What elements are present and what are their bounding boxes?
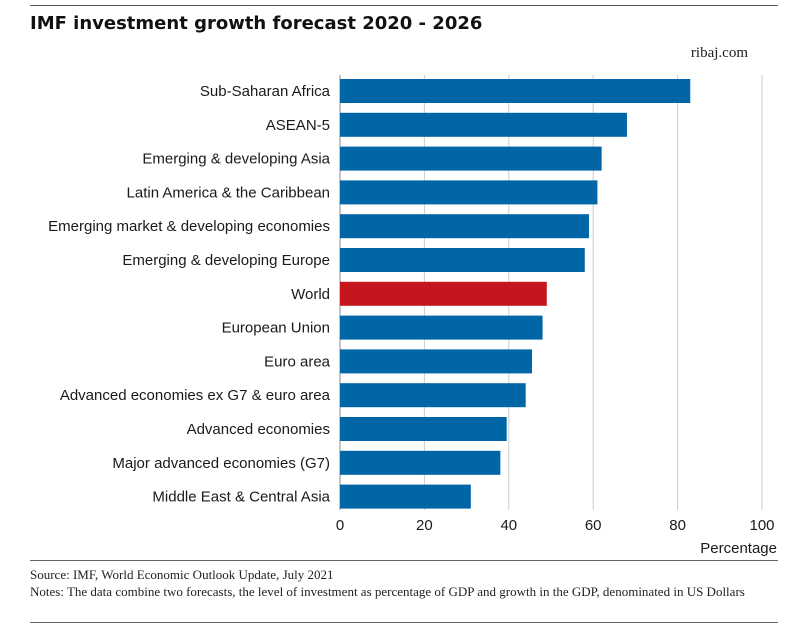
x-tick-label: 40: [500, 517, 517, 534]
footer-rule: [30, 560, 778, 561]
category-label: Emerging & developing Asia: [142, 151, 330, 168]
category-label: European Union: [222, 320, 330, 337]
category-label: Euro area: [264, 353, 331, 370]
bar: [340, 248, 585, 272]
bar: [340, 417, 507, 441]
bar: [340, 281, 547, 306]
bar: [340, 112, 627, 137]
x-tick-label: 100: [749, 517, 774, 534]
bar: [340, 450, 501, 475]
x-axis-label: Percentage: [700, 540, 777, 557]
chart-title: IMF investment growth forecast 2020 - 20…: [30, 13, 483, 34]
bar: [340, 383, 526, 408]
site-credit: ribaj.com: [690, 45, 748, 61]
category-label: World: [291, 286, 330, 303]
bottom-rule: [30, 622, 778, 623]
x-tick-label: 60: [585, 517, 602, 534]
x-tick-label: 0: [336, 517, 344, 534]
category-label: Major advanced economies (G7): [112, 455, 330, 472]
bar: [340, 79, 691, 103]
x-axis-ticks: 0 20 40 60 80 100: [336, 517, 775, 534]
bar-chart: Sub-Saharan Africa ASEAN-5 Emerging & deve…: [48, 75, 777, 557]
top-rule: [30, 5, 778, 6]
bar: [340, 315, 543, 340]
bar: [340, 146, 602, 171]
bar: [340, 349, 533, 374]
notes-text: Notes: The data combine two forecasts, t…: [30, 584, 745, 599]
category-label: Latin America & the Caribbean: [127, 184, 330, 201]
category-label: Advanced economies: [187, 421, 330, 438]
bar: [340, 484, 471, 509]
bar: [340, 214, 589, 239]
x-tick-label: 20: [416, 517, 433, 534]
category-label: Emerging market & developing economies: [48, 218, 330, 235]
bars: [340, 79, 691, 509]
bar: [340, 180, 598, 205]
category-label: Advanced economies ex G7 & euro area: [60, 387, 331, 404]
x-tick-label: 80: [669, 517, 686, 534]
category-labels: Sub-Saharan Africa ASEAN-5 Emerging & deve…: [48, 83, 330, 506]
source-note: Source: IMF, World Economic Outlook Upda…: [30, 567, 334, 582]
category-label: Emerging & developing Europe: [122, 252, 330, 269]
category-label: ASEAN-5: [266, 117, 330, 134]
category-label: Sub-Saharan Africa: [200, 83, 331, 100]
category-label: Middle East & Central Asia: [152, 489, 330, 506]
